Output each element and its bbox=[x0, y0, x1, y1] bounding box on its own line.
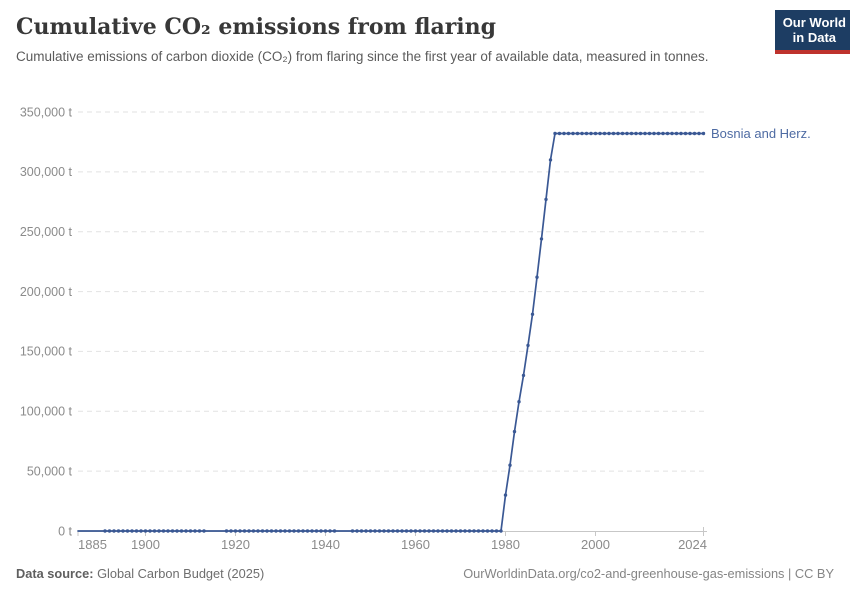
svg-text:1900: 1900 bbox=[131, 537, 160, 552]
footer-citation-link[interactable]: OurWorldinData.org/co2-and-greenhouse-ga… bbox=[463, 566, 834, 581]
svg-text:300,000 t: 300,000 t bbox=[20, 165, 73, 179]
svg-text:2024: 2024 bbox=[678, 537, 707, 552]
svg-text:350,000 t: 350,000 t bbox=[20, 105, 73, 119]
y-axis-tick-labels: 0 t 50,000 t 100,000 t 150,000 t 200,000 t 25… bbox=[20, 105, 73, 538]
y-gridlines bbox=[78, 111, 707, 472]
owid-logo-line2: in Data bbox=[792, 30, 837, 46]
svg-text:1940: 1940 bbox=[311, 537, 340, 552]
svg-text:1980: 1980 bbox=[491, 537, 520, 552]
owid-logo[interactable]: Our World in Data bbox=[774, 10, 850, 54]
svg-text:2000: 2000 bbox=[581, 537, 610, 552]
data-source-label: Data source: bbox=[16, 566, 94, 581]
svg-text:100,000 t: 100,000 t bbox=[20, 405, 73, 419]
svg-text:1885: 1885 bbox=[78, 537, 107, 552]
svg-text:50,000 t: 50,000 t bbox=[27, 464, 73, 478]
chart-footer: Data source: Global Carbon Budget (2025)… bbox=[16, 566, 834, 581]
svg-text:1960: 1960 bbox=[401, 537, 430, 552]
chart-subtitle: Cumulative emissions of carbon dioxide (… bbox=[16, 49, 709, 65]
svg-text:250,000 t: 250,000 t bbox=[20, 225, 73, 239]
svg-text:200,000 t: 200,000 t bbox=[20, 285, 73, 299]
chart-header: Cumulative CO₂ emissions from flaring Cu… bbox=[16, 0, 834, 67]
data-source: Data source: Global Carbon Budget (2025) bbox=[16, 566, 264, 581]
owid-logo-line1: Our World bbox=[782, 15, 846, 30]
series-markers bbox=[103, 131, 706, 533]
x-axis-tick-labels: 1885 1900 1920 1940 1960 1980 2000 2024 bbox=[78, 537, 707, 552]
svg-text:1920: 1920 bbox=[221, 537, 250, 552]
series-label: Bosnia and Herz. bbox=[711, 126, 811, 141]
chart-title: Cumulative CO₂ emissions from flaring bbox=[16, 14, 497, 40]
svg-text:150,000 t: 150,000 t bbox=[20, 345, 73, 359]
svg-text:0 t: 0 t bbox=[58, 524, 72, 538]
data-source-value: Global Carbon Budget (2025) bbox=[97, 566, 265, 581]
